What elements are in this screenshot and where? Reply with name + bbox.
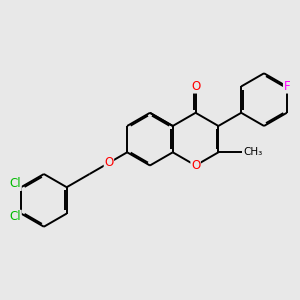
Text: F: F — [284, 80, 290, 93]
Text: O: O — [191, 80, 200, 93]
Text: O: O — [191, 159, 200, 172]
Text: Cl: Cl — [10, 177, 21, 190]
Text: Cl: Cl — [10, 210, 21, 223]
Text: O: O — [104, 156, 113, 169]
Text: CH₃: CH₃ — [243, 147, 263, 157]
